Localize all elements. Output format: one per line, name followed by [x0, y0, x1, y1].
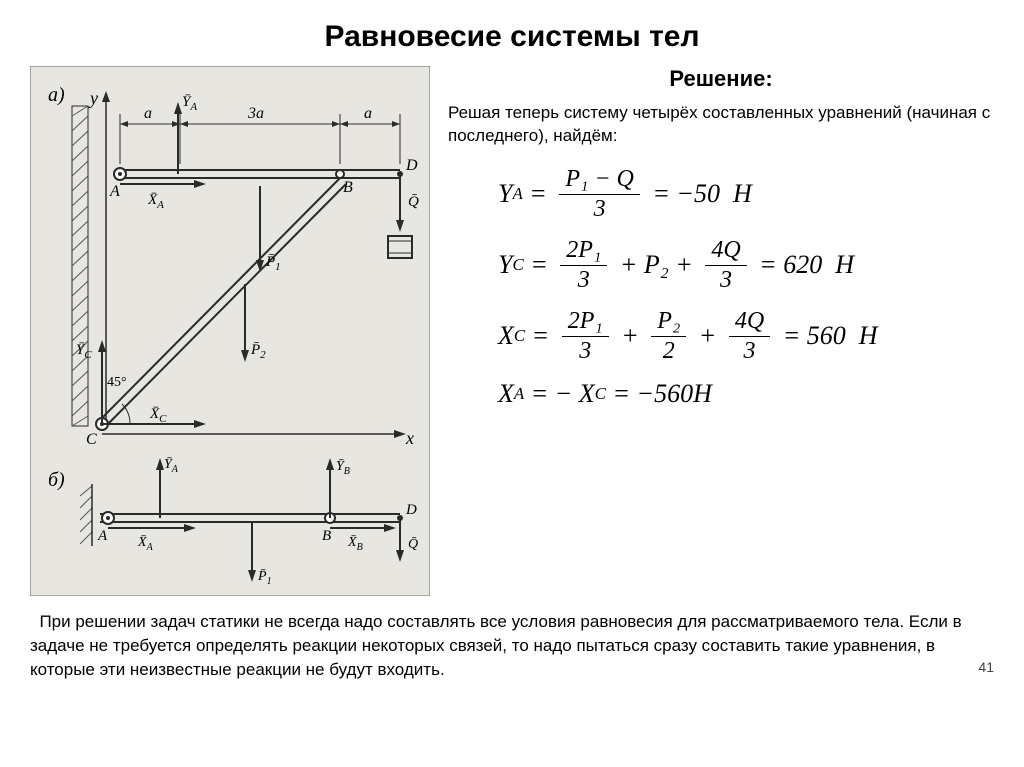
svg-text:3a: 3a [247, 105, 264, 122]
svg-text:B: B [343, 179, 353, 196]
equation-xa: XA = − XC = −560 H [498, 379, 994, 409]
equation-ya: YA = P₁ − Q3 = −50 Н [498, 166, 994, 223]
svg-text:В: В [322, 528, 331, 544]
svg-text:C: C [86, 431, 97, 448]
diagram-column: а) y [30, 66, 430, 596]
svg-text:Q̄: Q̄ [408, 194, 419, 210]
svg-text:x: x [405, 428, 414, 448]
svg-text:Q̄: Q̄ [408, 537, 418, 552]
equation-xc: XC = 2P₁3 + P₂2 + 4Q3 = 560 Н [498, 308, 994, 365]
svg-text:а): а) [48, 84, 65, 106]
solution-heading: Решение: [448, 66, 994, 92]
svg-text:a: a [144, 105, 152, 122]
svg-text:45°: 45° [107, 375, 127, 390]
svg-text:a: a [364, 105, 372, 122]
page-title: Равновесие системы тел [30, 20, 994, 54]
content-row: а) y [30, 66, 994, 596]
svg-text:б): б) [48, 469, 65, 491]
svg-text:A: A [109, 183, 120, 200]
svg-text:D: D [405, 502, 417, 518]
footer-paragraph: При решении задач статики не всегда надо… [30, 610, 994, 681]
svg-text:y: y [88, 88, 98, 108]
intro-text: Решая теперь систему четырёх составленны… [448, 102, 994, 148]
equation-yc: YC = 2P₁3 + P₂ + 4Q3 = 620 Н [498, 237, 994, 294]
statics-diagram: а) y [30, 66, 430, 596]
text-column: Решение: Решая теперь систему четырёх со… [448, 66, 994, 596]
page-number: 41 [978, 658, 994, 678]
svg-text:D: D [405, 157, 418, 174]
svg-text:A: A [97, 528, 108, 544]
